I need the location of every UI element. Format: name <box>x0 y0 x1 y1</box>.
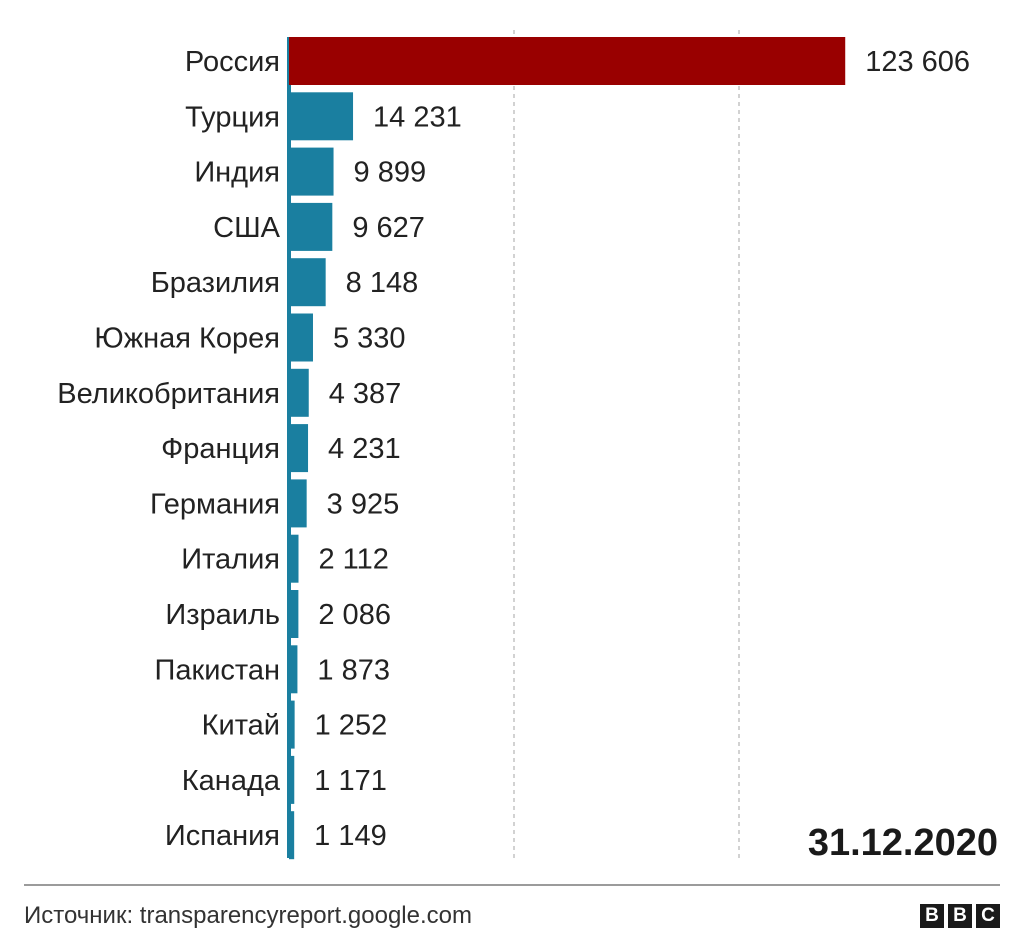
bar-1 <box>289 92 354 141</box>
footer: Источник: transparencyreport.google.com … <box>24 884 1000 952</box>
bar-4 <box>289 258 326 307</box>
date-annotation: 31.12.2020 <box>808 822 998 864</box>
category-label: Южная Корея <box>94 323 280 355</box>
bar-0 <box>289 37 846 85</box>
value-label: 2 086 <box>318 599 391 631</box>
category-label: США <box>213 212 281 244</box>
value-label: 4 231 <box>328 433 401 465</box>
value-label: 1 252 <box>315 710 388 742</box>
bbc-logo-letter: B <box>948 904 972 928</box>
bars: Россия 123 606 Турция 14 231 Индия 9 899 США 9 … <box>57 37 970 860</box>
category-label: Израиль <box>165 599 280 631</box>
value-label: 5 330 <box>333 323 406 355</box>
bar-12 <box>289 700 295 749</box>
bbc-logo: B B C <box>920 904 1000 928</box>
category-label: Испания <box>165 820 280 852</box>
bar-7 <box>289 424 309 473</box>
category-label: Германия <box>150 488 280 520</box>
value-label: 1 171 <box>314 765 387 797</box>
gridlines <box>513 30 740 858</box>
bar-5 <box>289 313 313 362</box>
bbc-logo-letter: B <box>920 904 944 928</box>
category-label: Турция <box>185 101 280 133</box>
category-label: Пакистан <box>155 654 280 686</box>
bar-14 <box>289 811 295 860</box>
bar-chart: Россия 123 606 Турция 14 231 Индия 9 899 США 9 … <box>57 30 998 864</box>
bar-3 <box>289 202 333 251</box>
bar-2 <box>289 147 334 196</box>
category-label: Великобритания <box>57 378 280 410</box>
value-label: 14 231 <box>373 101 462 133</box>
bar-8 <box>289 479 307 528</box>
value-label: 2 112 <box>319 544 389 576</box>
value-label: 3 925 <box>327 488 400 520</box>
category-label: Франция <box>161 433 280 465</box>
value-label: 9 899 <box>354 157 427 189</box>
value-label: 1 873 <box>317 654 390 686</box>
bar-6 <box>289 368 309 417</box>
category-label: Индия <box>194 157 280 189</box>
value-label: 9 627 <box>352 212 425 244</box>
category-label: Бразилия <box>151 267 280 299</box>
value-label: 123 606 <box>865 46 970 78</box>
bar-11 <box>289 645 298 694</box>
category-label: Россия <box>185 46 280 78</box>
bar-9 <box>289 534 299 583</box>
category-label: Канада <box>182 765 281 797</box>
value-label: 4 387 <box>329 378 402 410</box>
category-label: Италия <box>181 544 280 576</box>
category-label: Китай <box>202 710 280 742</box>
value-label: 8 148 <box>346 267 419 299</box>
bar-13 <box>289 755 295 804</box>
value-label: 1 149 <box>314 820 387 852</box>
bbc-logo-letter: C <box>976 904 1000 928</box>
source-text: Источник: transparencyreport.google.com <box>24 902 472 929</box>
bar-10 <box>289 590 299 638</box>
